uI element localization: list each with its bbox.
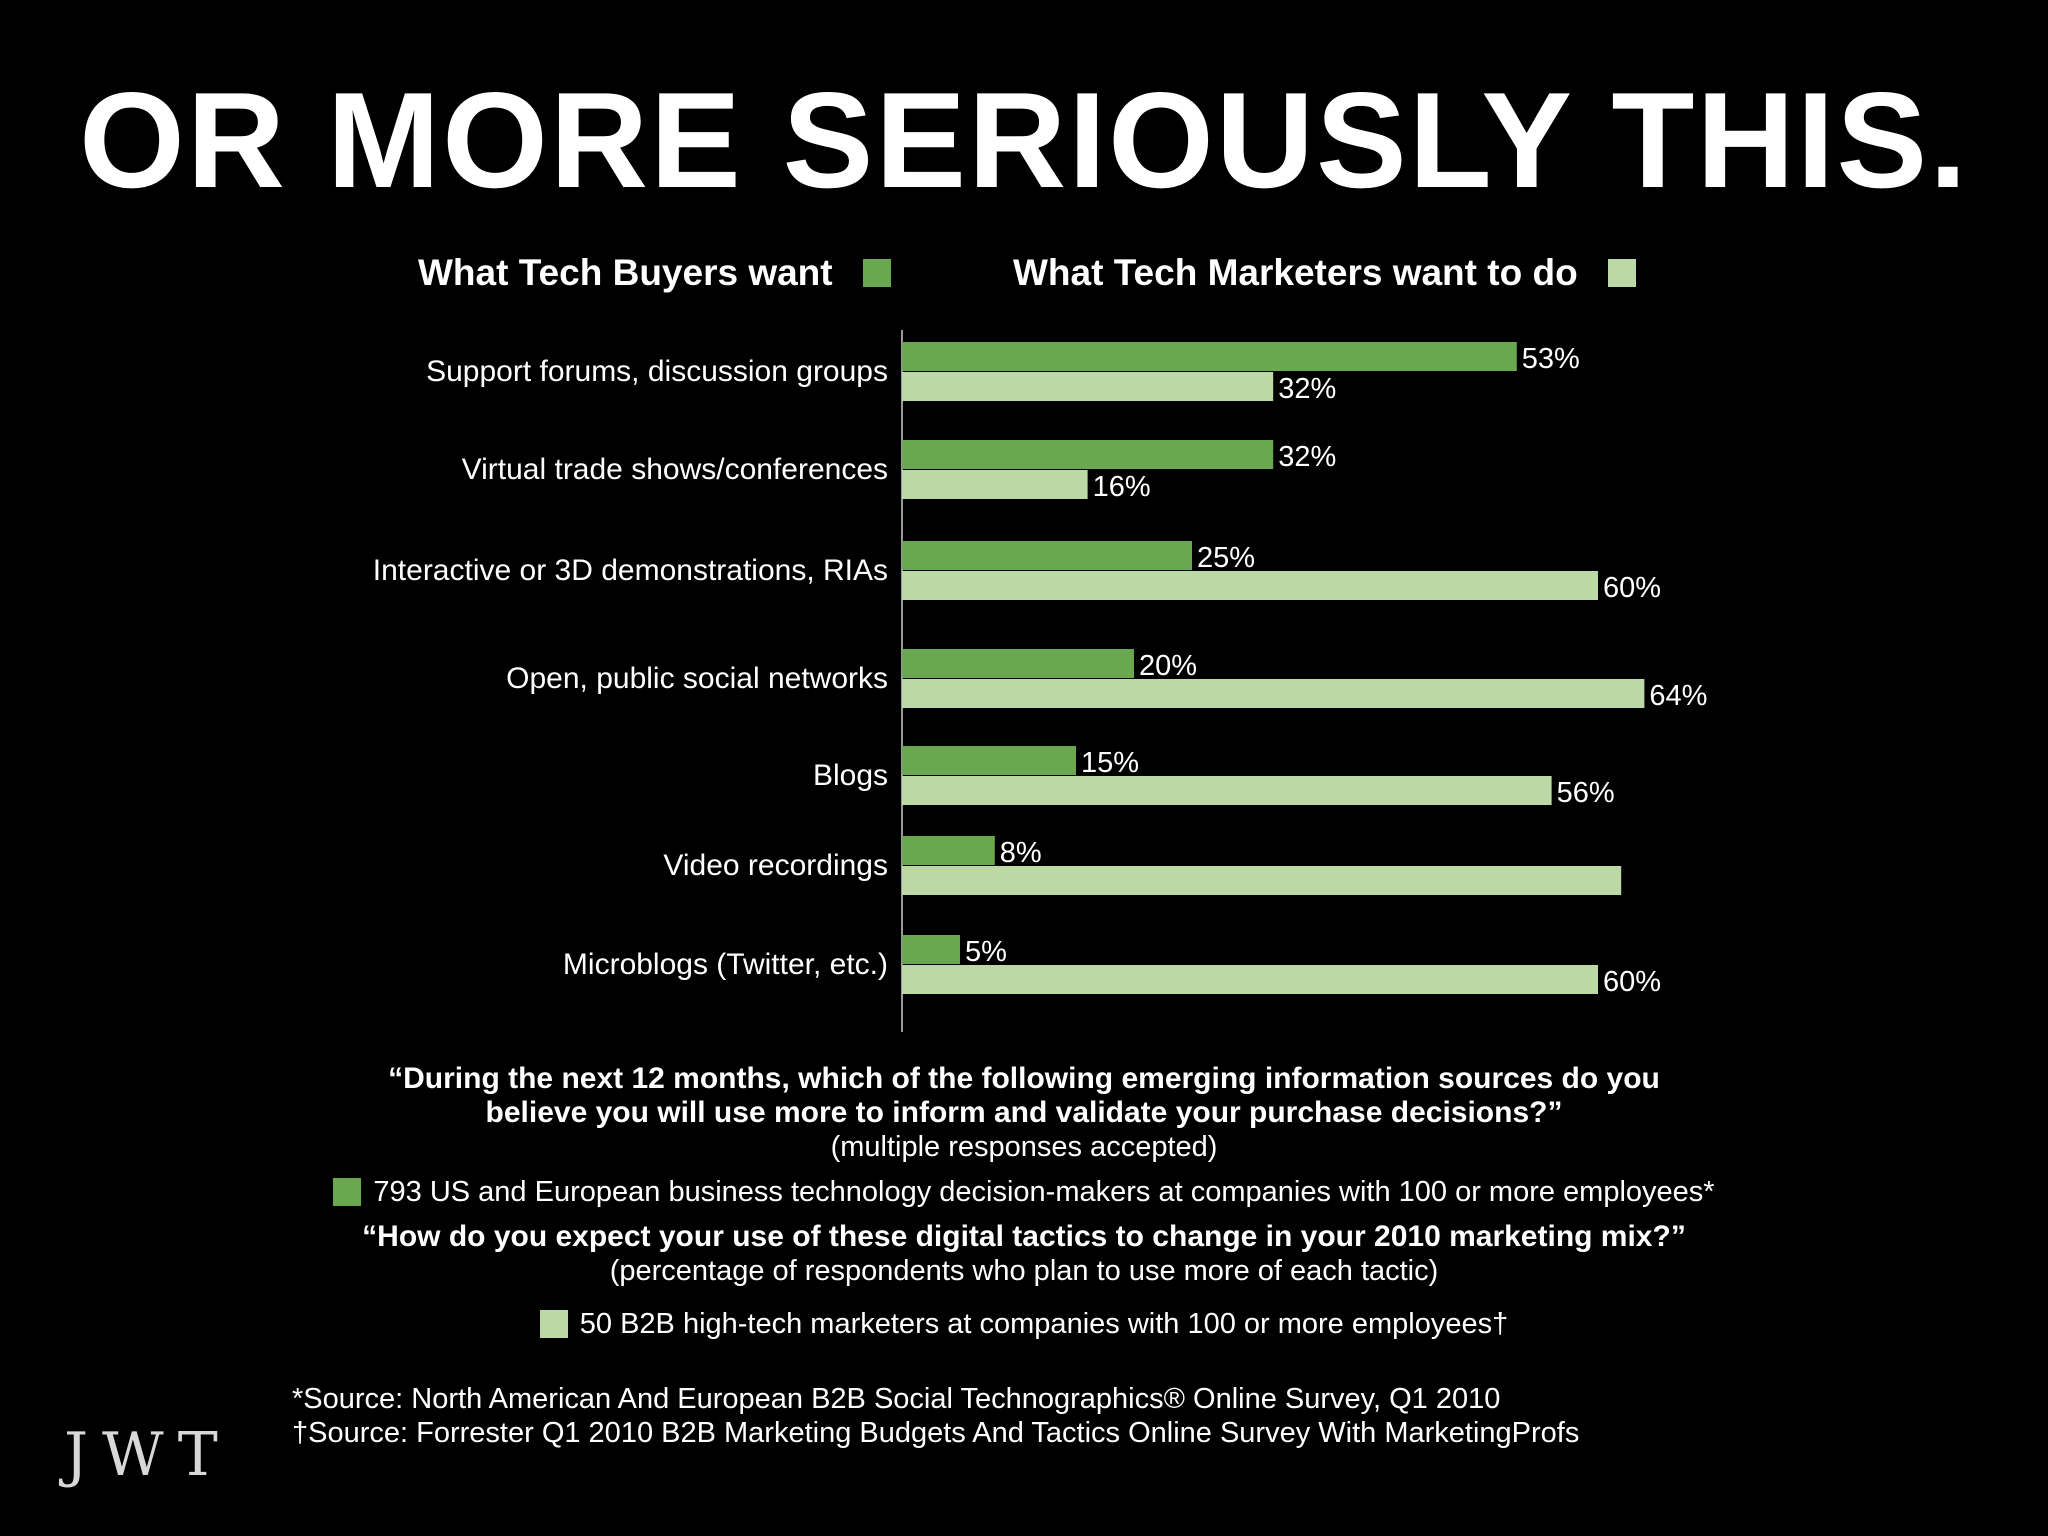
data-label-marketers-interactive-or-3d-demonstrations-rias: 60%: [1603, 572, 1661, 604]
bar-marketers-open-public-social-networks: [902, 679, 1645, 708]
bar-marketers-interactive-or-3d-demonstrations-rias: [902, 571, 1598, 600]
bar-buyers-microblogs-twitter-etc: [902, 935, 960, 964]
sample-1-text: 793 US and European business technology …: [373, 1176, 1715, 1208]
question-2-note: (percentage of respondents who plan to u…: [609, 1255, 1439, 1287]
bar-chart: Support forums, discussion groups 53% 32% V…: [373, 330, 1707, 1032]
category-label-virtual-trade-shows-conferences: Virtual trade shows/conferences: [462, 453, 888, 486]
data-label-buyers-support-forums-discussion-groups: 53%: [1522, 343, 1580, 375]
data-label-buyers-interactive-or-3d-demonstrations-rias: 25%: [1197, 542, 1255, 574]
source-1: *Source: North American And European B2B…: [292, 1383, 1501, 1415]
bar-marketers-blogs: [902, 776, 1552, 805]
chart-legend: What Tech Buyers want What Tech Marketer…: [0, 252, 2048, 302]
bar-buyers-video-recordings: [902, 836, 995, 865]
slide-title: OR MORE SERIOUSLY THIS.: [79, 64, 1969, 216]
sample-1: 793 US and European business technology …: [0, 1175, 2048, 1209]
data-label-buyers-video-recordings: 8%: [1000, 837, 1042, 869]
jwt-logo: JWT: [64, 1420, 232, 1490]
category-label-microblogs-twitter-etc: Microblogs (Twitter, etc.): [563, 948, 888, 981]
question-1-note: (multiple responses accepted): [830, 1131, 1218, 1163]
data-label-buyers-blogs: 15%: [1081, 747, 1139, 779]
bar-marketers-microblogs-twitter-etc: [902, 965, 1598, 994]
legend-item-buyers: What Tech Buyers want: [418, 252, 891, 294]
bar-buyers-open-public-social-networks: [902, 649, 1134, 678]
bar-marketers-virtual-trade-shows-conferences: [902, 470, 1088, 499]
category-label-open-public-social-networks: Open, public social networks: [506, 662, 888, 695]
data-label-marketers-open-public-social-networks: 64%: [1649, 680, 1707, 712]
sample-2: 50 B2B high-tech marketers at companies …: [0, 1307, 2048, 1341]
sources: *Source: North American And European B2B…: [292, 1382, 1579, 1450]
question-1-line-2: believe you will use more to inform and …: [485, 1096, 1563, 1129]
category-label-blogs: Blogs: [813, 759, 888, 792]
category-label-video-recordings: Video recordings: [663, 849, 888, 882]
sample-2-text: 50 B2B high-tech marketers at companies …: [579, 1308, 1509, 1340]
sample-1-swatch: [333, 1178, 362, 1206]
legend-swatch-marketers: [1607, 259, 1636, 287]
sample-2-swatch: [539, 1310, 568, 1338]
category-label-support-forums-discussion-groups: Support forums, discussion groups: [426, 355, 888, 388]
legend-label-buyers: What Tech Buyers want: [418, 252, 833, 293]
data-label-marketers-support-forums-discussion-groups: 32%: [1278, 373, 1336, 405]
bar-buyers-virtual-trade-shows-conferences: [902, 440, 1274, 469]
legend-label-marketers: What Tech Marketers want to do: [1013, 252, 1578, 293]
legend-swatch-buyers: [862, 259, 891, 287]
data-label-buyers-microblogs-twitter-etc: 5%: [965, 936, 1007, 968]
data-label-buyers-open-public-social-networks: 20%: [1139, 650, 1197, 682]
data-label-marketers-blogs: 56%: [1557, 777, 1615, 809]
bar-marketers-support-forums-discussion-groups: [902, 372, 1274, 401]
legend-item-marketers: What Tech Marketers want to do: [1013, 252, 1636, 294]
bar-buyers-support-forums-discussion-groups: [902, 342, 1517, 371]
question-2: “How do you expect your use of these dig…: [362, 1220, 1686, 1253]
data-label-marketers-virtual-trade-shows-conferences: 16%: [1093, 471, 1151, 503]
bar-buyers-blogs: [902, 746, 1076, 775]
data-label-buyers-virtual-trade-shows-conferences: 32%: [1278, 441, 1336, 473]
data-label-marketers-microblogs-twitter-etc: 60%: [1603, 966, 1661, 998]
survey-notes: “During the next 12 months, which of the…: [0, 1062, 2048, 1341]
question-1-line-1: “During the next 12 months, which of the…: [388, 1062, 1660, 1095]
source-2: †Source: Forrester Q1 2010 B2B Marketing…: [292, 1417, 1580, 1449]
bar-buyers-interactive-or-3d-demonstrations-rias: [902, 541, 1192, 570]
category-label-interactive-or-3d-demonstrations-rias: Interactive or 3D demonstrations, RIAs: [373, 554, 888, 587]
bar-marketers-video-recordings: [902, 866, 1622, 895]
